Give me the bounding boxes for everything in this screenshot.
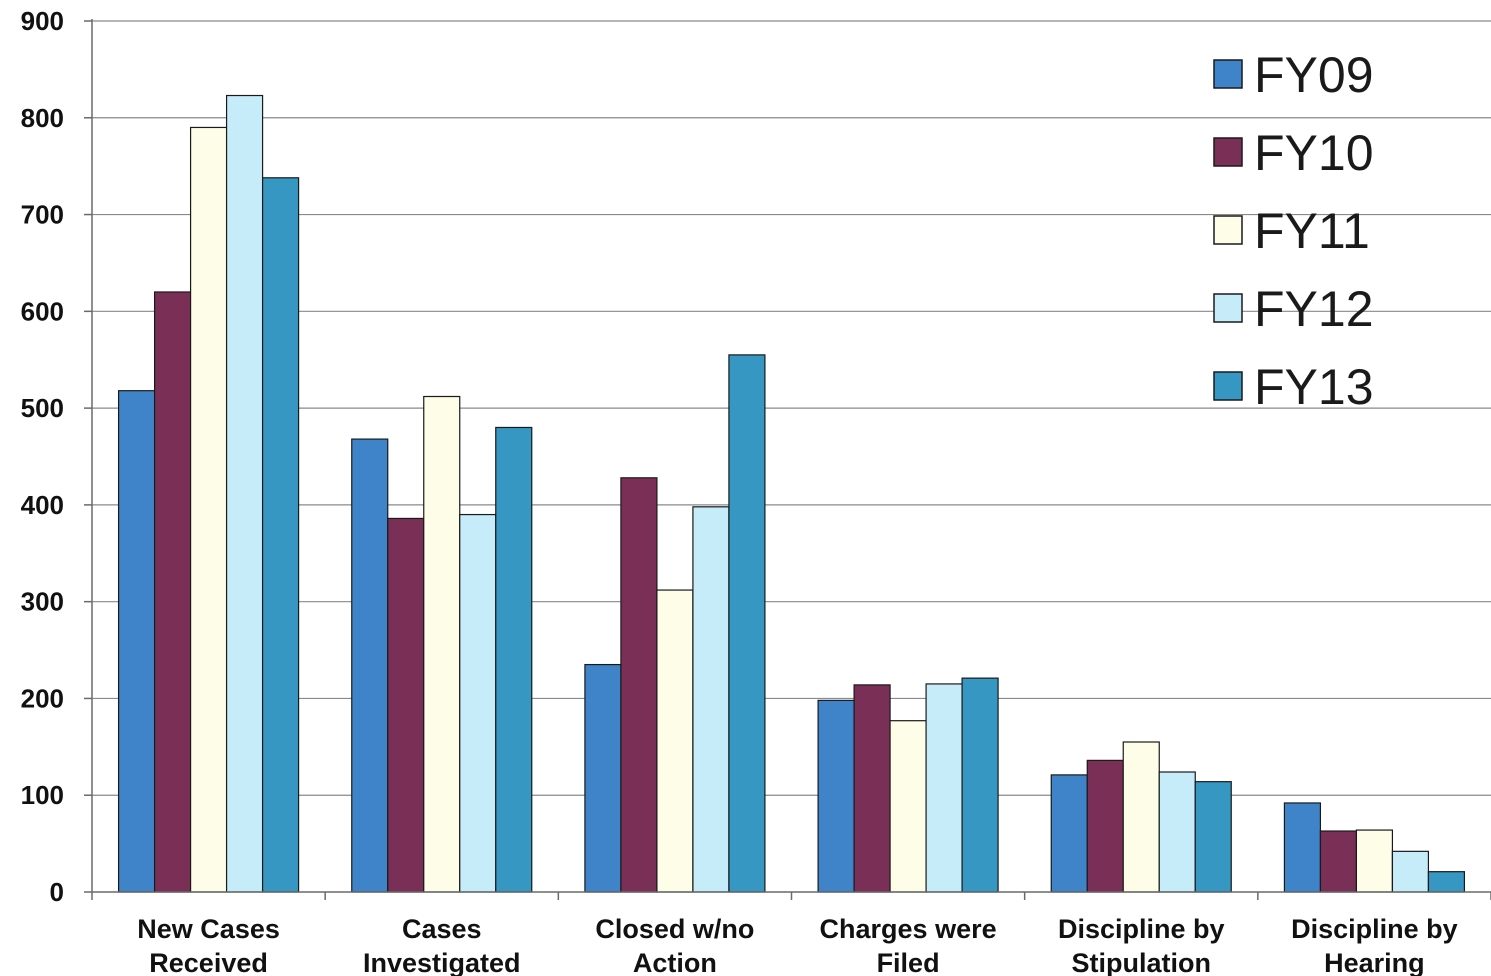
bar-fy09-cat-2 [584, 663, 622, 893]
category-label-3-line-0: Charges were [820, 914, 997, 944]
bar-fy09-cat-4 [1050, 774, 1088, 893]
category-label-1-line-0: Cases [402, 914, 482, 944]
bar-fy10-cat-2 [620, 477, 658, 893]
category-label-1-line-1: Investigated [363, 948, 521, 976]
category-label-5-line-1: Hearing [1324, 948, 1425, 976]
legend-label-fy11: FY11 [1254, 203, 1370, 259]
y-tick-label-0: 0 [50, 877, 64, 907]
bar-fy10-cat-0 [153, 291, 192, 893]
bar-fy10-cat-4 [1086, 759, 1124, 893]
bar-fy12-cat-4 [1158, 771, 1196, 893]
category-label-0-line-1: Received [149, 948, 268, 976]
bar-fy12-cat-2 [692, 506, 730, 893]
y-tick-label-800: 800 [21, 103, 64, 133]
y-tick-label-900: 900 [21, 6, 64, 36]
bar-fy11-cat-4 [1122, 741, 1160, 893]
category-label-2-line-0: Closed w/no [595, 914, 754, 944]
bar-fy11-cat-5 [1355, 829, 1394, 893]
y-tick-label-500: 500 [21, 393, 64, 423]
x-axis-category-labels: New Cases Received Cases Investigated Closed… [137, 914, 1457, 976]
bar-fy13-cat-2 [728, 354, 766, 893]
y-tick-label-400: 400 [21, 490, 64, 520]
bar-fy12-cat-0 [225, 94, 264, 893]
legend: FY09 FY10 FY11 FY12 FY13 [1213, 47, 1374, 415]
legend-swatch-fy09 [1213, 59, 1243, 89]
y-tick-label-600: 600 [21, 296, 64, 326]
legend-swatch-fy12 [1213, 293, 1243, 323]
legend-label-fy13: FY13 [1254, 359, 1374, 415]
category-label-4-line-0: Discipline by [1058, 914, 1225, 944]
bar-fy09-cat-3 [817, 699, 855, 893]
category-label-3-line-1: Filed [877, 948, 940, 976]
bar-fy13-cat-3 [961, 677, 999, 893]
bar-fy11-cat-0 [189, 126, 228, 893]
bar-fy11-cat-2 [656, 589, 694, 893]
bar-fy13-cat-5 [1427, 871, 1466, 893]
y-tick-label-200: 200 [21, 683, 64, 713]
bar-fy12-cat-5 [1391, 850, 1430, 893]
axes [91, 19, 1491, 900]
bar-fy13-cat-1 [495, 426, 533, 893]
bar-fy13-cat-4 [1194, 781, 1232, 893]
y-axis-ticks: 0 100 200 300 400 500 600 700 800 900 [21, 6, 92, 907]
bar-fy11-cat-1 [423, 395, 461, 893]
category-label-4-line-1: Stipulation [1072, 948, 1211, 976]
legend-swatch-fy11 [1213, 215, 1243, 245]
bar-fy10-cat-3 [853, 684, 891, 893]
legend-label-fy12: FY12 [1254, 281, 1374, 337]
bar-fy11-cat-3 [889, 720, 927, 893]
bars [117, 94, 1466, 893]
legend-label-fy10: FY10 [1254, 125, 1374, 181]
bar-fy12-cat-1 [459, 513, 497, 893]
bar-fy10-cat-1 [387, 517, 425, 893]
legend-swatch-fy10 [1213, 137, 1243, 167]
gridlines [92, 20, 1491, 796]
bar-fy09-cat-1 [351, 438, 389, 893]
bar-fy10-cat-5 [1319, 830, 1358, 893]
y-tick-label-700: 700 [21, 200, 64, 230]
category-label-0-line-0: New Cases [137, 914, 280, 944]
category-label-2-line-1: Action [633, 948, 717, 976]
legend-label-fy09: FY09 [1254, 47, 1374, 103]
y-tick-label-300: 300 [21, 587, 64, 617]
bar-fy13-cat-0 [261, 177, 300, 893]
bar-fy09-cat-5 [1283, 802, 1322, 893]
category-label-5-line-0: Discipline by [1291, 914, 1458, 944]
bar-fy12-cat-3 [925, 683, 963, 893]
bar-fy09-cat-0 [117, 390, 156, 893]
legend-swatch-fy13 [1213, 371, 1243, 401]
y-tick-label-100: 100 [21, 780, 64, 810]
